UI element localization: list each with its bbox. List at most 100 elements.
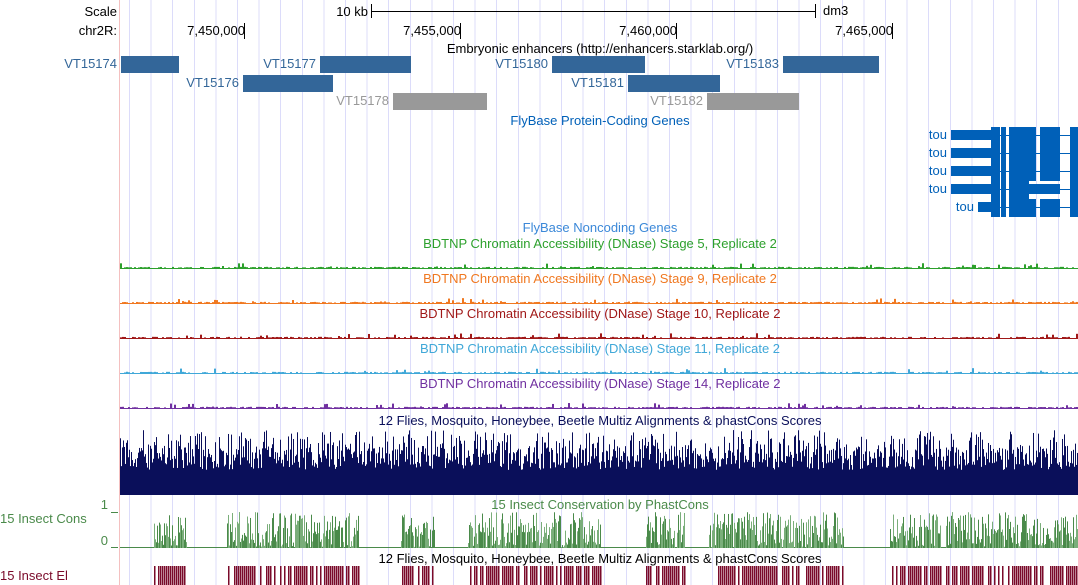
gene-exon[interactable] (1009, 163, 1036, 181)
gene-exon[interactable] (1009, 145, 1036, 163)
gene-exon[interactable] (1070, 145, 1078, 163)
gene-exon[interactable] (991, 145, 1000, 163)
gene-exon[interactable] (978, 202, 991, 212)
cons-bar (974, 517, 975, 548)
gene-exon[interactable] (991, 127, 1000, 145)
gene-exon[interactable] (1070, 199, 1078, 217)
dnase-signal-bar (312, 302, 314, 303)
multiz-bar (740, 452, 741, 495)
dnase-signal-bar (868, 372, 870, 373)
gene-exon[interactable] (991, 163, 1000, 181)
gene-exon[interactable] (1040, 163, 1060, 181)
multiz-bar (399, 444, 400, 495)
cons-bar (532, 542, 533, 548)
dnase-signal-bar (570, 407, 572, 408)
enhancer-block[interactable] (393, 93, 487, 110)
enhancer-label[interactable]: VT15183 (726, 56, 779, 71)
gene-label[interactable]: tou (955, 199, 974, 214)
gene-label[interactable]: tou (928, 163, 947, 178)
gene-exon[interactable] (1040, 127, 1060, 145)
el-side-label[interactable]: 15 Insect El (0, 568, 68, 583)
dnase-signal-bar (830, 406, 832, 408)
enhancer-label[interactable]: VT15174 (64, 56, 117, 71)
gene-label[interactable]: tou (928, 127, 947, 142)
cons-bar (476, 533, 477, 548)
gene-exon[interactable] (1009, 199, 1036, 217)
gene-exon[interactable] (951, 184, 991, 194)
dnase-signal-bar (452, 406, 454, 408)
enhancer-label[interactable]: VT15182 (650, 93, 703, 108)
multiz-bar (643, 458, 644, 495)
dnase-signal-bar (856, 407, 858, 408)
cons-side-label[interactable]: 15 Insect Cons (0, 511, 87, 526)
gene-exon[interactable] (1040, 145, 1060, 163)
enhancer-block[interactable] (320, 56, 411, 73)
gene-exon[interactable] (1001, 145, 1006, 163)
dnase-signal-bar (1046, 334, 1048, 338)
dnase-signal-bar (968, 337, 970, 338)
enhancer-label[interactable]: VT15178 (336, 93, 389, 108)
gene-label[interactable]: tou (928, 181, 947, 196)
dnase-signal-bar (860, 302, 862, 303)
gene-exon[interactable] (991, 181, 1000, 199)
gene-exon[interactable] (1070, 181, 1078, 199)
enhancer-block[interactable] (552, 56, 645, 73)
dnase-signal-bar (960, 301, 962, 303)
enhancer-block[interactable] (783, 56, 879, 73)
enhancer-block[interactable] (707, 93, 799, 110)
enhancer-label[interactable]: VT15177 (263, 56, 316, 71)
gene-exon[interactable] (991, 199, 1000, 217)
cons-bar (1029, 528, 1030, 548)
enhancer-label[interactable]: VT15181 (571, 75, 624, 90)
multiz-bar (580, 444, 581, 495)
dnase-signal-bar (574, 337, 576, 338)
dnase-signal-bar (966, 302, 968, 303)
multiz-bar (613, 449, 614, 495)
gene-exon[interactable] (1029, 184, 1060, 194)
gene-exon[interactable] (1001, 181, 1006, 199)
multiz-bar (877, 449, 878, 495)
gene-label[interactable]: tou (928, 145, 947, 160)
gene-exon[interactable] (951, 148, 991, 158)
gene-exon[interactable] (1070, 127, 1078, 145)
gene-exon[interactable] (951, 166, 991, 176)
multiz-bar (147, 467, 148, 495)
dnase-signal-bar (824, 372, 826, 373)
dnase-signal-bar (874, 301, 876, 303)
dnase-signal-bar (374, 371, 376, 373)
el-element (160, 566, 162, 585)
multiz-bar (942, 466, 943, 495)
enhancer-block[interactable] (121, 56, 179, 73)
dnase-signal-bar (154, 407, 156, 408)
enhancer-label[interactable]: VT15176 (186, 75, 239, 90)
cons-bar (353, 536, 354, 548)
dnase-signal-bar (272, 371, 274, 373)
cons-bar (1056, 537, 1057, 548)
multiz-bar (629, 462, 630, 495)
multiz-bar (736, 460, 737, 495)
gene-exon[interactable] (1009, 181, 1029, 199)
enhancer-block[interactable] (243, 75, 333, 92)
cons-bar (992, 521, 993, 548)
dnase-signal-bar (600, 267, 602, 268)
multiz-bar (699, 456, 700, 495)
multiz-bar (460, 440, 461, 495)
multiz-bar (611, 460, 612, 495)
multiz-bar (131, 452, 132, 495)
gene-exon[interactable] (1070, 163, 1078, 181)
gene-exon[interactable] (1040, 199, 1060, 217)
gene-exon[interactable] (1001, 127, 1006, 145)
dnase-signal-bar (802, 337, 804, 338)
dnase-signal-bar (278, 267, 280, 268)
cons-bar (834, 512, 835, 548)
dnase-signal-bar (508, 337, 510, 338)
multiz-bar (345, 444, 346, 495)
dnase-signal-bar (190, 267, 192, 268)
enhancer-block[interactable] (628, 75, 720, 92)
gene-exon[interactable] (1001, 199, 1006, 217)
enhancer-label[interactable]: VT15180 (495, 56, 548, 71)
dnase-signal-bar (910, 406, 912, 408)
gene-exon[interactable] (1001, 163, 1006, 181)
gene-exon[interactable] (951, 130, 991, 140)
gene-exon[interactable] (1009, 127, 1036, 145)
